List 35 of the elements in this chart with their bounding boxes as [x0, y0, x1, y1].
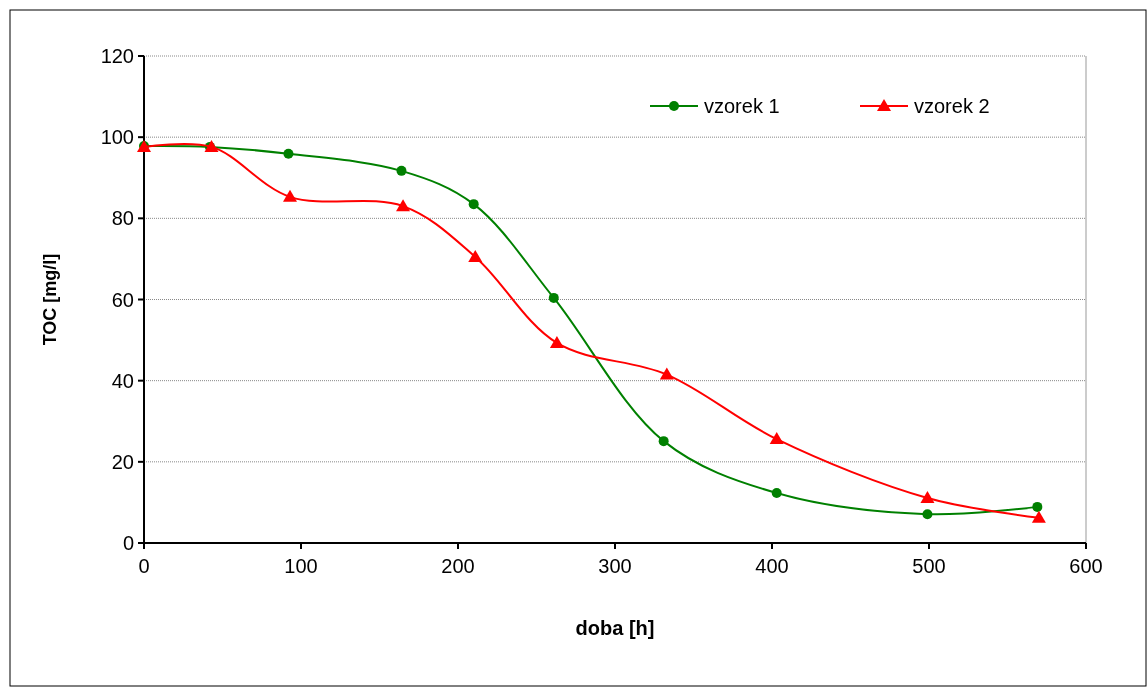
y-tick-label: 60 — [111, 288, 134, 311]
point — [468, 249, 483, 262]
y-tick-label: 20 — [111, 450, 134, 473]
point — [771, 488, 782, 499]
point — [920, 490, 935, 503]
point — [549, 335, 564, 348]
x-tick-label: 600 — [1069, 555, 1103, 577]
x-tick-label: 300 — [598, 555, 632, 577]
point — [396, 199, 411, 212]
point — [658, 436, 669, 447]
x-tick-label: 100 — [284, 555, 318, 577]
y-tick-label: 40 — [111, 369, 134, 392]
y-tick-label: 80 — [111, 207, 134, 230]
x-tick-label: 400 — [755, 555, 789, 577]
point — [1031, 510, 1046, 523]
x-tick-label: 500 — [912, 555, 946, 577]
legend-label: vzorek 2 — [914, 95, 990, 117]
point — [283, 148, 294, 159]
y-tick-label: 0 — [122, 532, 134, 554]
y-tick-label: 100 — [100, 126, 134, 149]
y-tick-label: 120 — [100, 45, 134, 67]
point — [396, 165, 407, 176]
point — [922, 509, 933, 520]
x-tick-label: 0 — [138, 555, 150, 577]
point — [769, 432, 784, 445]
x-axis-title: doba [h] — [575, 617, 655, 639]
point — [468, 199, 479, 210]
point — [659, 367, 674, 380]
point — [1032, 501, 1043, 512]
legend-label: vzorek 1 — [704, 95, 780, 117]
point — [283, 189, 298, 202]
x-tick-label: 200 — [441, 555, 475, 577]
point — [548, 292, 559, 303]
point — [204, 139, 219, 152]
y-axis-title: TOC [mg/l] — [40, 253, 60, 346]
